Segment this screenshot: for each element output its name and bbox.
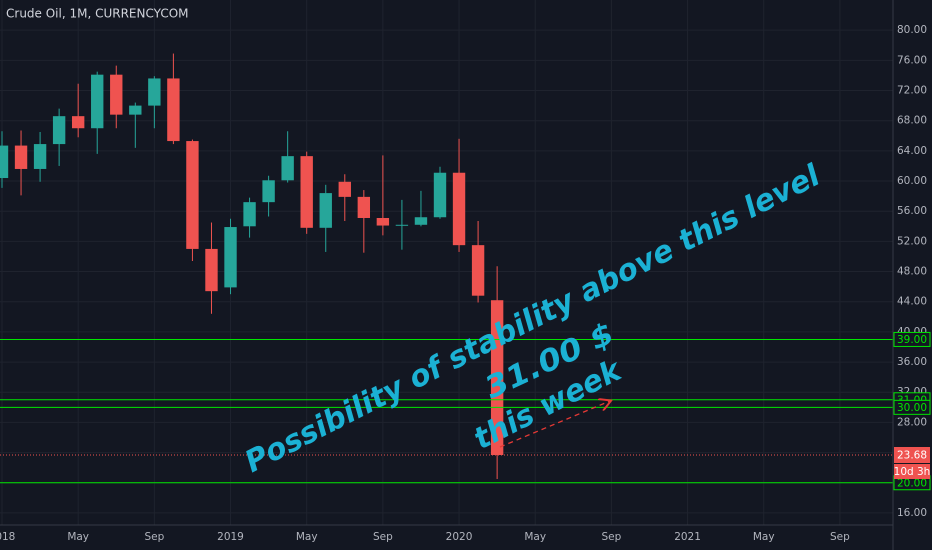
countdown-box	[894, 464, 930, 479]
candle-body	[52, 116, 66, 145]
y-tick-label: 36.00	[897, 356, 927, 368]
x-tick-label: May	[67, 531, 89, 543]
y-tick-label: 72.00	[897, 85, 927, 97]
candle-body	[414, 217, 428, 225]
x-tick-label: May	[524, 531, 546, 543]
candle-body	[14, 145, 28, 169]
y-tick-label: 64.00	[897, 145, 927, 157]
candle-body	[452, 172, 466, 246]
y-tick-label: 60.00	[897, 175, 927, 187]
candle-body	[395, 224, 409, 226]
x-tick-label: 2018	[0, 531, 15, 543]
last-price-label: 23.68	[897, 450, 927, 462]
x-tick-label: 2020	[446, 531, 473, 543]
last-price-box	[894, 447, 930, 463]
level-label: 20.00	[897, 477, 927, 489]
candle-body	[148, 78, 161, 106]
x-tick-label: May	[296, 531, 318, 543]
candle-body	[224, 227, 237, 288]
candle-body	[433, 172, 447, 218]
y-tick-label: 52.00	[897, 235, 927, 247]
x-tick-label: 2021	[674, 531, 701, 543]
candle-body	[71, 116, 85, 129]
level-label: 39.00	[897, 334, 927, 346]
x-tick-label: May	[753, 531, 775, 543]
y-tick-label: 28.00	[897, 416, 927, 428]
candle-body	[357, 196, 371, 218]
x-tick-label: Sep	[830, 531, 850, 543]
y-tick-label: 48.00	[897, 266, 927, 278]
candle-body	[129, 105, 142, 115]
candle-body	[262, 180, 275, 203]
candle-body	[186, 141, 199, 249]
candle-body	[376, 217, 390, 226]
candle-body	[33, 144, 47, 169]
candle-body	[167, 78, 180, 142]
candle-body	[281, 156, 294, 181]
arrow	[499, 401, 610, 448]
candle-body	[300, 156, 313, 228]
candle-body	[338, 181, 351, 197]
countdown-label: 10d 3h	[894, 466, 931, 478]
candle-body	[0, 145, 9, 179]
x-tick-label: Sep	[373, 531, 393, 543]
level-label-box	[893, 331, 931, 347]
candle-body	[471, 245, 485, 296]
candle-body	[110, 74, 123, 115]
y-tick-label: 80.00	[897, 24, 927, 36]
level-label: 30.00	[897, 402, 927, 414]
candle-body	[490, 300, 504, 455]
level-label-box	[893, 399, 931, 415]
candle-body	[243, 202, 256, 227]
x-tick-label: 2019	[217, 531, 244, 543]
x-tick-label: Sep	[144, 531, 164, 543]
candle-body	[205, 248, 218, 292]
candle-body	[319, 193, 332, 228]
y-tick-label: 76.00	[897, 54, 927, 66]
chart-title: Crude Oil, 1M, CURRENCYCOM	[6, 7, 189, 21]
candle-body	[91, 74, 104, 129]
y-tick-label: 16.00	[897, 507, 927, 519]
y-tick-label: 44.00	[897, 296, 927, 308]
x-tick-label: Sep	[601, 531, 621, 543]
y-tick-label: 56.00	[897, 205, 927, 217]
y-tick-label: 68.00	[897, 115, 927, 127]
